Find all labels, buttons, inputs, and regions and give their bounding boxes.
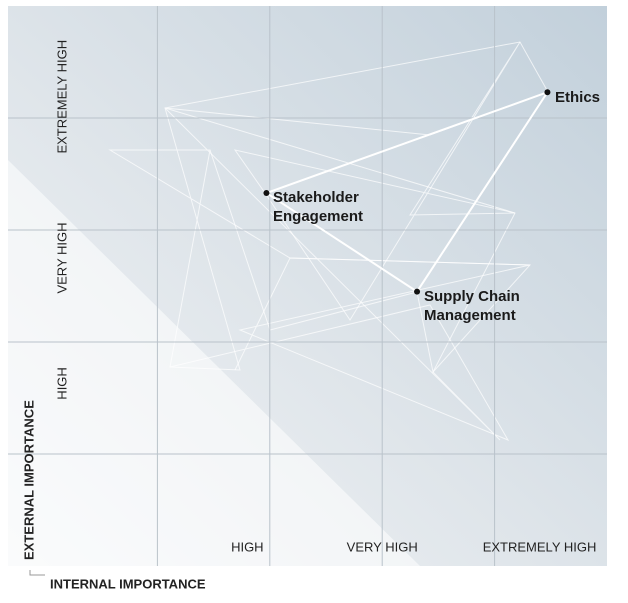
point bbox=[263, 190, 270, 197]
y-tick-label: HIGH bbox=[54, 367, 69, 400]
y-tick-label: VERY HIGH bbox=[54, 222, 69, 293]
x-tick-label: VERY HIGH bbox=[347, 539, 418, 554]
x-tick-label: EXTREMELY HIGH bbox=[483, 539, 597, 554]
x-axis-title: INTERNAL IMPORTANCE bbox=[50, 576, 206, 591]
x-tick-label: HIGH bbox=[231, 539, 264, 554]
y-tick-label: EXTREMELY HIGH bbox=[54, 40, 69, 154]
point-label: Ethics bbox=[555, 89, 601, 106]
connector bbox=[264, 90, 550, 293]
point bbox=[414, 288, 421, 295]
decor bbox=[8, 160, 420, 566]
point-label: Stakeholder Engagement bbox=[273, 189, 364, 225]
corner bbox=[29, 570, 45, 576]
point bbox=[544, 89, 551, 96]
y-axis-title: EXTERNAL IMPORTANCE bbox=[21, 400, 36, 560]
point-label: Supply Chain Management bbox=[424, 288, 520, 324]
